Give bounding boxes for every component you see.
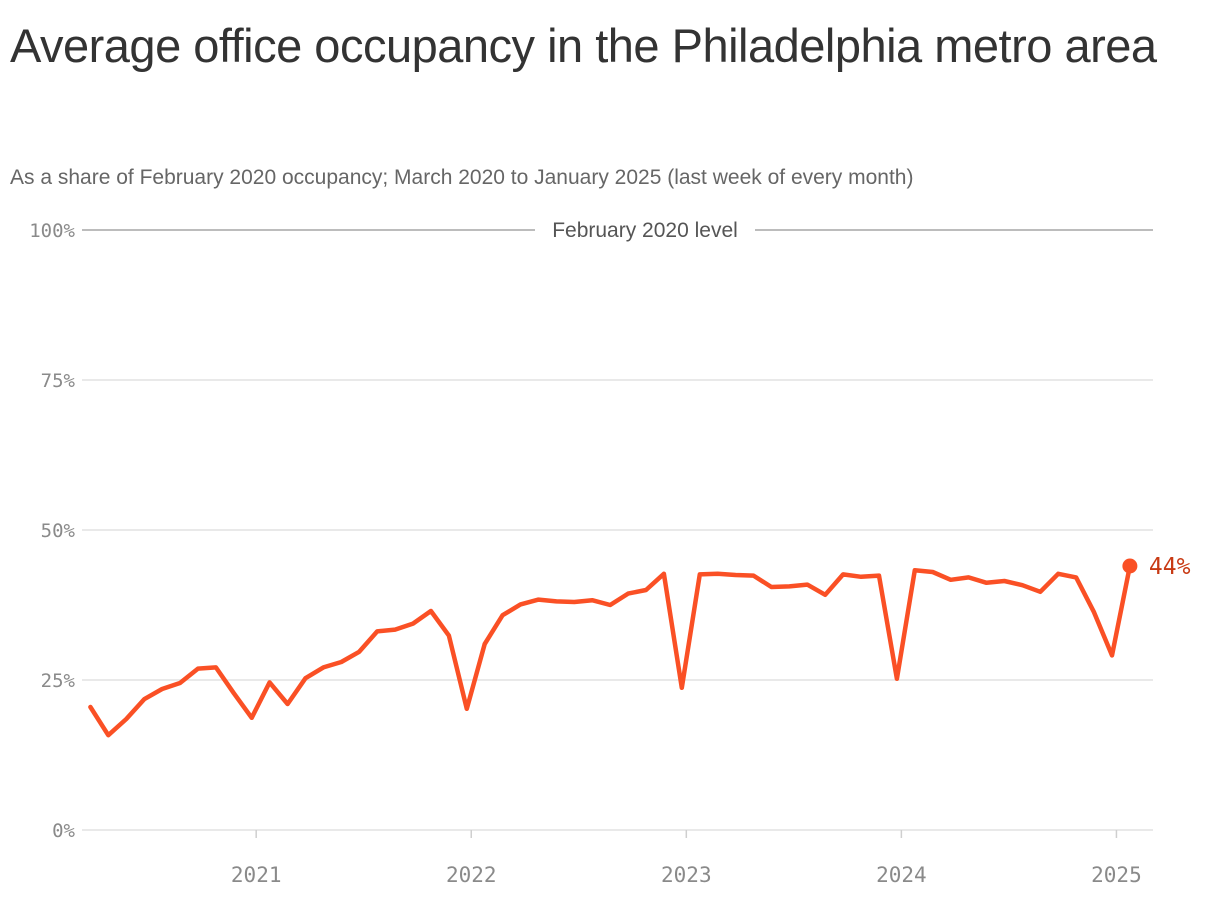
y-tick-label-50: 50% [41,520,76,542]
y-tick-label-75: 75% [41,370,76,392]
x-tick-label-2021: 2021 [231,863,282,887]
chart-subtitle: As a share of February 2020 occupancy; M… [10,166,914,189]
series-line-occupancy [88,563,1133,738]
x-tick-label-2023: 2023 [661,863,712,887]
y-tick-label-100: 100% [29,220,75,242]
end-value-label: 44% [1149,554,1191,580]
x-tick-label-2024: 2024 [876,863,927,887]
x-tick-label-2022: 2022 [446,863,497,887]
x-tick-label-2025: 2025 [1091,863,1142,887]
reference-line-label: February 2020 level [552,219,738,242]
y-tick-label-25: 25% [41,670,76,692]
chart-title: Average office occupancy in the Philadel… [10,19,1157,72]
y-tick-label-0: 0% [52,820,75,842]
end-point-marker [1122,558,1138,574]
